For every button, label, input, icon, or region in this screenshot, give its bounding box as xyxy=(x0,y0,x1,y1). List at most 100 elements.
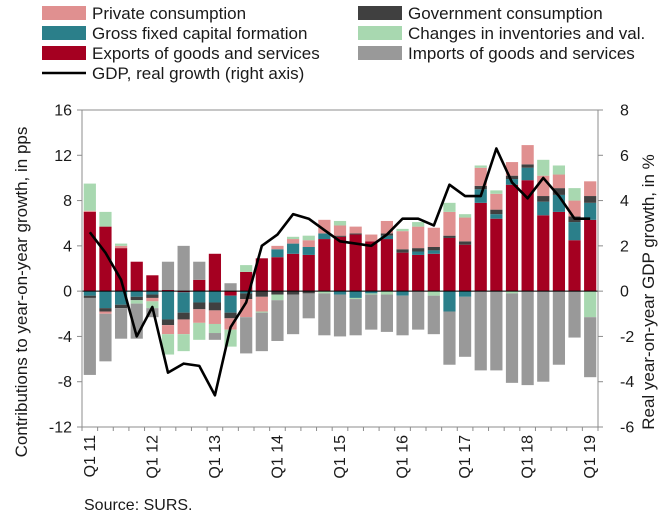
bar-segment-1-24 xyxy=(458,291,472,297)
bar-segment-3-21 xyxy=(412,226,425,249)
bar-segment-4-14 xyxy=(302,235,315,241)
bar-segment-4-2 xyxy=(114,243,128,246)
x-tick-label-3: Q1 14 xyxy=(269,435,286,479)
bar-segment-0-29 xyxy=(537,215,550,292)
bar-segment-2-9 xyxy=(224,312,237,319)
bar-segment-2-1 xyxy=(99,308,112,312)
bar-segment-5-15 xyxy=(318,293,331,336)
legend-left-label-3: GDP, real growth (right axis) xyxy=(92,64,304,83)
bar-segment-3-5 xyxy=(161,325,175,335)
bar-segment-5-2 xyxy=(114,308,128,339)
left-tick-label-0: -12 xyxy=(49,420,72,437)
left-tick-label-2: -4 xyxy=(58,329,72,346)
legend-right-swatch-2 xyxy=(358,46,402,60)
bar-segment-5-26 xyxy=(490,291,503,371)
bar-segment-2-11 xyxy=(255,291,268,297)
bar-segment-1-26 xyxy=(490,214,503,219)
bar-segment-0-23 xyxy=(443,237,456,292)
bar-segment-3-23 xyxy=(443,211,456,236)
x-tick-label-2: Q1 13 xyxy=(207,435,224,479)
bar-segment-4-25 xyxy=(474,165,487,168)
bar-segment-0-4 xyxy=(146,275,159,292)
x-axis: Q1 11 Q1 12 Q1 13 Q1 14 Q1 15 Q1 16 Q1 17 Q1 18… xyxy=(81,427,599,479)
bar-segment-2-28 xyxy=(521,164,534,168)
bar-segment-0-17 xyxy=(349,234,362,292)
bar-segment-5-12 xyxy=(271,300,284,341)
right-tick-label-2: -2 xyxy=(620,329,634,346)
bar-segment-5-13 xyxy=(286,294,300,335)
x-tick-label-6: Q1 17 xyxy=(457,435,474,479)
bar-segment-4-22 xyxy=(427,291,440,296)
left-tick-label-7: 16 xyxy=(54,103,72,120)
bar-segment-2-17 xyxy=(349,233,362,235)
legend-right-swatch-1 xyxy=(358,26,402,40)
bar-segment-0-2 xyxy=(114,248,128,292)
plot-frame xyxy=(81,109,599,428)
bar-segment-4-5 xyxy=(161,334,175,355)
bar-segment-2-16 xyxy=(333,235,347,237)
gdp-line-layer xyxy=(88,147,591,397)
bar-segment-4-18 xyxy=(365,293,378,295)
left-tick-label-5: 8 xyxy=(63,193,72,210)
bar-segment-5-32 xyxy=(584,317,597,378)
bar-segment-4-13 xyxy=(286,236,300,240)
bar-segment-2-32 xyxy=(584,196,597,203)
bar-segment-4-32 xyxy=(584,291,597,318)
bar-segment-4-8 xyxy=(208,323,222,334)
bar-segment-5-8 xyxy=(208,333,222,340)
bar-segment-5-21 xyxy=(412,291,425,330)
bar-segment-4-30 xyxy=(552,165,566,175)
bar-segment-3-22 xyxy=(427,227,440,247)
bar-segment-2-20 xyxy=(396,249,409,253)
bars-layer xyxy=(83,145,597,386)
left-axis: -12 -8 -4 0 4 8 12 16 xyxy=(49,103,82,437)
bar-segment-1-4 xyxy=(146,291,159,295)
bar-segment-4-16 xyxy=(333,220,347,226)
x-tick-label-5: Q1 16 xyxy=(395,435,412,479)
bar-segment-0-24 xyxy=(458,244,472,292)
bar-segment-1-7 xyxy=(193,291,206,303)
bar-segment-0-26 xyxy=(490,218,503,292)
bar-segment-3-6 xyxy=(177,319,190,335)
bar-segment-4-12 xyxy=(271,294,284,301)
bar-segment-4-19 xyxy=(380,291,394,295)
bar-segment-4-15 xyxy=(318,291,331,294)
bar-segment-3-32 xyxy=(584,181,597,197)
bar-segment-4-31 xyxy=(568,188,581,201)
bar-segment-5-5 xyxy=(161,261,175,291)
bar-segment-0-13 xyxy=(286,253,300,292)
right-tick-label-5: 4 xyxy=(620,193,629,210)
right-tick-label-4: 2 xyxy=(620,238,629,255)
bar-segment-5-31 xyxy=(568,291,581,338)
bar-segment-2-14 xyxy=(302,291,315,294)
bar-segment-0-11 xyxy=(255,258,268,292)
bar-segment-0-19 xyxy=(380,239,394,292)
bar-segment-0-18 xyxy=(365,241,378,292)
bar-segment-4-4 xyxy=(146,301,159,309)
bar-segment-1-12 xyxy=(271,249,284,258)
bar-segment-0-14 xyxy=(302,254,315,292)
bar-segment-5-10 xyxy=(240,317,253,354)
bar-segment-0-31 xyxy=(568,240,581,292)
bar-segment-1-31 xyxy=(568,222,581,241)
bar-segment-3-1 xyxy=(99,311,112,314)
bar-segment-1-6 xyxy=(177,292,190,313)
bar-segment-2-6 xyxy=(177,312,190,320)
bar-segment-1-0 xyxy=(83,291,96,296)
right-tick-label-3: 0 xyxy=(620,284,629,301)
bar-segment-5-30 xyxy=(552,291,566,365)
bar-segment-0-1 xyxy=(99,226,112,292)
bar-segment-1-13 xyxy=(286,243,300,254)
bar-segment-3-12 xyxy=(271,245,284,250)
right-tick-label-1: -4 xyxy=(620,374,634,391)
bar-segment-2-30 xyxy=(552,188,566,195)
bar-segment-3-18 xyxy=(365,234,378,242)
bar-segment-3-8 xyxy=(208,310,222,324)
x-tick-label-4: Q1 15 xyxy=(332,435,349,479)
bar-segment-0-12 xyxy=(271,257,284,292)
bar-segment-5-19 xyxy=(380,294,394,332)
bar-segment-3-14 xyxy=(302,240,315,247)
bar-segment-0-16 xyxy=(333,236,347,292)
bar-segment-0-27 xyxy=(505,184,519,292)
